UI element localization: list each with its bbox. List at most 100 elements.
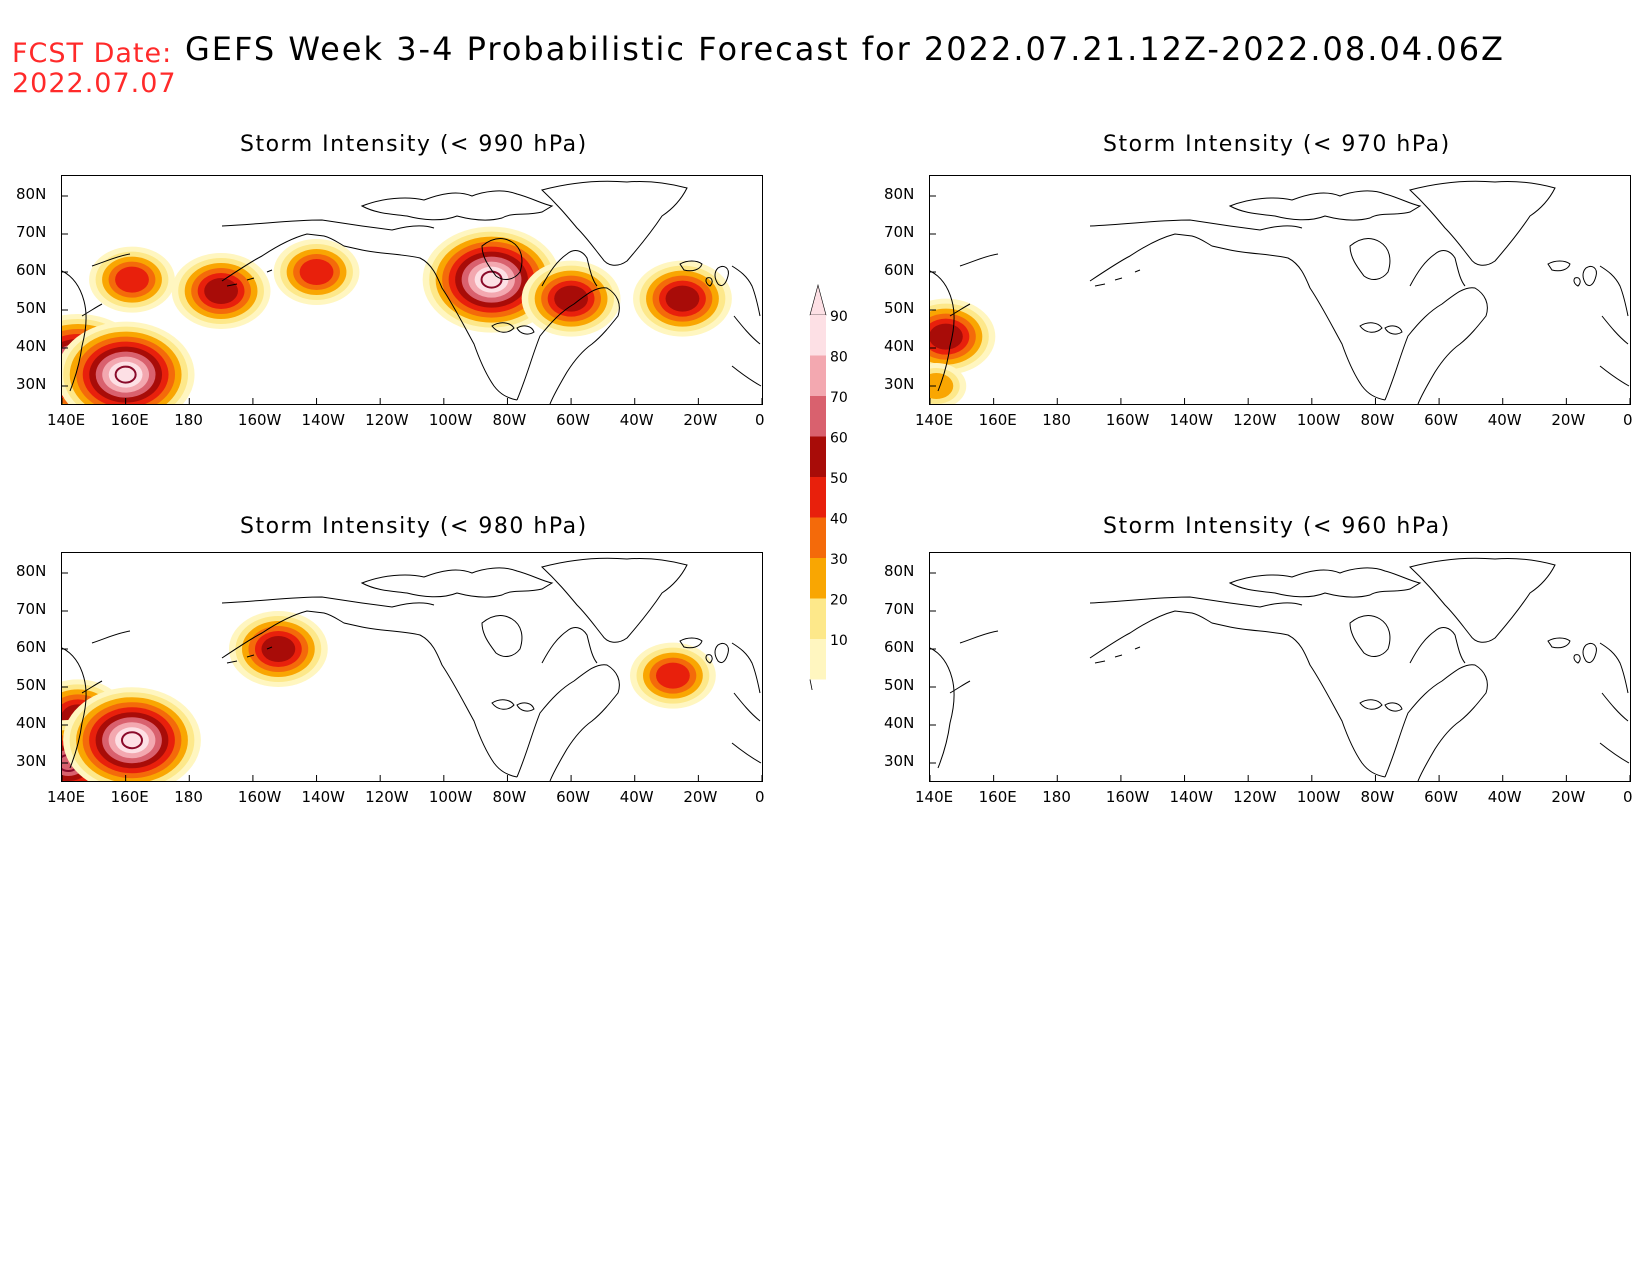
coastline bbox=[1228, 190, 1422, 221]
coastline bbox=[1599, 365, 1630, 387]
coastline bbox=[1409, 627, 1466, 664]
coastline bbox=[714, 642, 729, 664]
colorbar-label: 80 bbox=[830, 350, 848, 366]
coastline bbox=[1349, 238, 1391, 280]
map-panel-960 bbox=[929, 552, 1631, 782]
lon-tick-label: 80W bbox=[1360, 788, 1395, 806]
coastline bbox=[930, 270, 955, 392]
coastline bbox=[1409, 250, 1466, 287]
probability-region bbox=[474, 266, 509, 293]
map-svg bbox=[62, 180, 762, 404]
probability-region bbox=[261, 636, 296, 662]
lon-tick-label: 100W bbox=[1296, 411, 1341, 429]
colorbar-label: 10 bbox=[830, 633, 848, 649]
fcst-date-value: 2022.07.07 bbox=[12, 68, 177, 99]
coastline bbox=[731, 265, 761, 317]
probability-region bbox=[204, 278, 238, 304]
colorbar-swatch bbox=[810, 355, 826, 396]
lon-tick-label: 60W bbox=[1424, 788, 1458, 806]
lon-tick-label: 140E bbox=[47, 788, 86, 806]
colorbar-swatch bbox=[810, 517, 826, 558]
lon-tick-label: 160W bbox=[1105, 411, 1150, 429]
lon-tick-label: 100W bbox=[428, 411, 473, 429]
map-svg bbox=[62, 557, 762, 781]
coastline bbox=[1601, 692, 1629, 722]
colorbar-label: 20 bbox=[830, 593, 848, 609]
coastline bbox=[1582, 265, 1597, 287]
coastline bbox=[1089, 596, 1303, 608]
panel-title-990: Storm Intensity (< 990 hPa) bbox=[240, 132, 588, 157]
coastline bbox=[516, 287, 620, 404]
lon-tick-label: 100W bbox=[1296, 788, 1341, 806]
coastline bbox=[1384, 702, 1403, 712]
coastline bbox=[1094, 646, 1141, 664]
coastline bbox=[221, 596, 435, 608]
lat-tick-label: 60N bbox=[884, 261, 915, 279]
lon-tick-label: 160E bbox=[978, 411, 1017, 429]
coastline bbox=[731, 642, 761, 694]
lat-tick-label: 40N bbox=[884, 714, 915, 732]
lon-tick-label: 140E bbox=[47, 411, 86, 429]
probability-region bbox=[108, 361, 143, 388]
coastline bbox=[1547, 260, 1571, 272]
lon-tick-label: 140W bbox=[1169, 411, 1213, 429]
coastline bbox=[949, 303, 971, 317]
colorbar-label: 90 bbox=[830, 309, 848, 325]
coastline bbox=[1089, 219, 1303, 231]
colorbar-top-arrow bbox=[809, 283, 827, 316]
lon-tick-label: 180 bbox=[174, 411, 203, 429]
coastline bbox=[949, 680, 971, 694]
coastline bbox=[1573, 654, 1581, 664]
page-title: GEFS Week 3-4 Probabilistic Forecast for… bbox=[185, 30, 1505, 68]
lon-tick-label: 140W bbox=[301, 788, 345, 806]
lat-tick-label: 80N bbox=[16, 185, 47, 203]
coastline bbox=[1384, 287, 1488, 404]
lon-tick-label: 140E bbox=[915, 788, 954, 806]
probability-contour bbox=[121, 731, 143, 750]
lat-tick-label: 70N bbox=[16, 600, 47, 618]
colorbar-label: 60 bbox=[830, 431, 848, 447]
lat-tick-label: 30N bbox=[884, 752, 915, 770]
coastline bbox=[731, 742, 762, 764]
coastline bbox=[81, 680, 103, 694]
coastline bbox=[226, 646, 273, 664]
lon-tick-label: 180 bbox=[1042, 788, 1071, 806]
colorbar-swatch bbox=[810, 558, 826, 599]
lon-tick-label: 40W bbox=[1487, 411, 1522, 429]
lat-tick-label: 50N bbox=[884, 299, 915, 317]
coastline bbox=[221, 219, 435, 231]
colorbar-label: 40 bbox=[830, 512, 848, 528]
lon-tick-label: 180 bbox=[174, 788, 203, 806]
coastline bbox=[540, 557, 688, 643]
coastline bbox=[1094, 269, 1141, 287]
coastline bbox=[1599, 642, 1629, 694]
coastline bbox=[1089, 610, 1386, 778]
coastline bbox=[516, 702, 535, 712]
probability-region bbox=[115, 266, 149, 293]
lon-tick-label: 40W bbox=[619, 788, 654, 806]
lat-tick-label: 70N bbox=[884, 600, 915, 618]
coastline bbox=[1573, 277, 1581, 287]
probability-contour bbox=[480, 270, 503, 289]
panel-title-970: Storm Intensity (< 970 hPa) bbox=[1103, 132, 1451, 157]
lon-tick-label: 160W bbox=[237, 411, 282, 429]
panel-title-960: Storm Intensity (< 960 hPa) bbox=[1103, 514, 1451, 539]
coastline bbox=[1384, 664, 1488, 781]
lat-tick-label: 80N bbox=[884, 562, 915, 580]
lon-tick-label: 20W bbox=[683, 411, 718, 429]
coastline bbox=[1384, 325, 1403, 335]
lon-tick-label: 60W bbox=[556, 411, 590, 429]
coastline bbox=[1599, 742, 1630, 764]
lon-tick-label: 120W bbox=[365, 788, 409, 806]
lon-tick-label: 40W bbox=[619, 411, 654, 429]
coastline bbox=[1089, 233, 1386, 401]
coastline bbox=[959, 630, 999, 644]
lon-tick-label: 120W bbox=[365, 411, 409, 429]
lat-tick-label: 50N bbox=[16, 676, 47, 694]
coastline bbox=[62, 270, 87, 392]
coastline bbox=[360, 567, 554, 598]
coastline bbox=[481, 615, 523, 657]
lon-tick-label: 0 bbox=[755, 788, 765, 806]
coastline bbox=[1359, 322, 1383, 333]
probability-contour bbox=[114, 365, 137, 384]
